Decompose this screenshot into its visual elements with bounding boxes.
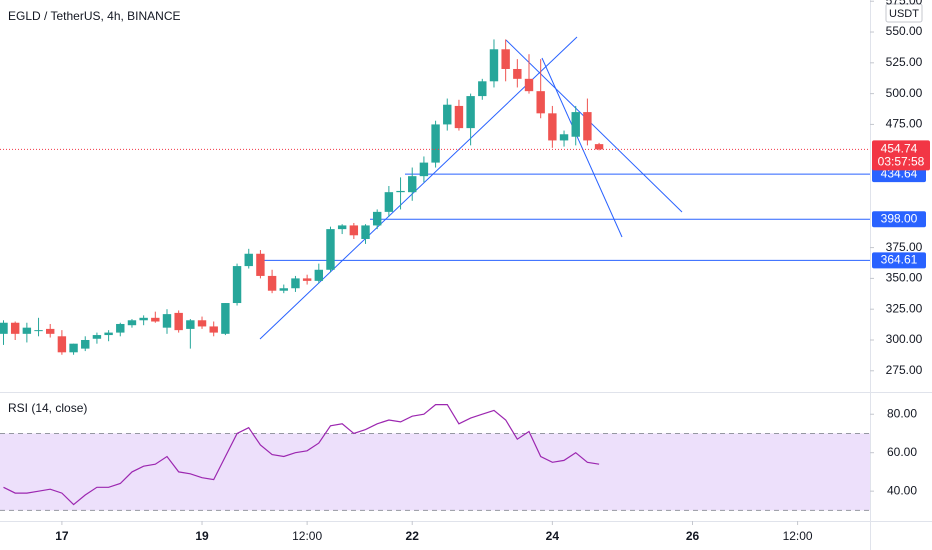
candle-body — [267, 275, 277, 291]
candle-body — [57, 336, 67, 353]
y-tick-label: 475.00 — [886, 117, 923, 131]
y-tick-label: 375.00 — [886, 240, 923, 254]
level-label-box — [872, 252, 926, 269]
trend-line — [541, 57, 623, 238]
candle-body — [244, 253, 253, 267]
y-tick-label: 550.00 — [886, 24, 923, 38]
y-tick-label: 275.00 — [886, 363, 923, 377]
x-tick-label: 26 — [686, 529, 700, 543]
candle-body — [197, 320, 207, 327]
rsi-line — [3, 404, 600, 506]
candle-body — [478, 81, 487, 97]
candle-body — [186, 320, 195, 329]
x-tick-label: 12:00 — [292, 529, 322, 543]
candle-body — [0, 322, 8, 334]
x-tick-label: 12:00 — [783, 529, 813, 543]
currency-box — [885, 3, 923, 23]
candle-body — [174, 312, 183, 331]
candle-body — [431, 124, 440, 163]
candle-body — [489, 49, 499, 82]
countdown: 03:57:58 — [878, 155, 925, 169]
candle-body — [34, 330, 43, 332]
y-tick-label: 40.00 — [887, 483, 917, 497]
y-tick-label: 325.00 — [886, 301, 923, 315]
candle-body — [302, 278, 312, 281]
candle-body — [116, 323, 125, 333]
y-tick-label: 300.00 — [886, 332, 923, 346]
candle-body — [361, 225, 370, 239]
candle-body — [349, 225, 359, 236]
candle-body — [92, 335, 102, 339]
candle-body — [419, 162, 429, 177]
level-label: 398.00 — [881, 211, 918, 225]
candle-body — [513, 68, 522, 79]
candle-body — [232, 266, 242, 304]
x-tick-label: 24 — [546, 529, 560, 543]
x-tick-label: 19 — [195, 529, 209, 543]
last-price-box — [872, 140, 930, 171]
currency: USDT — [889, 8, 919, 20]
rsi-title: RSI (14, close) — [8, 401, 87, 415]
candle-body — [69, 343, 78, 353]
candle-body — [408, 176, 417, 193]
last-price-label: 454.74 — [881, 142, 918, 156]
candle-body — [209, 326, 218, 333]
candle-body — [279, 288, 288, 291]
candle-body — [559, 134, 569, 141]
y-tick-label: 575.00 — [886, 0, 923, 7]
y-tick-label: 350.00 — [886, 271, 923, 285]
candle-body — [337, 225, 347, 230]
candle-body — [571, 112, 580, 137]
y-tick-label: 500.00 — [886, 86, 923, 100]
candle-body — [384, 192, 394, 212]
candle-body — [594, 144, 604, 150]
candle-body — [162, 314, 172, 328]
candle-body — [501, 49, 510, 69]
candle-body — [291, 278, 300, 289]
level-label-box — [872, 211, 926, 228]
candle-body — [454, 105, 464, 129]
candle-body — [372, 211, 382, 226]
y-tick-label: 60.00 — [887, 445, 917, 459]
x-tick-label: 17 — [55, 529, 69, 543]
candle-body — [151, 317, 160, 322]
candle-body — [46, 328, 55, 334]
candle-body — [127, 320, 137, 326]
y-tick-label: 80.00 — [887, 406, 917, 420]
candle-body — [10, 322, 20, 334]
y-tick-label: 525.00 — [886, 55, 923, 69]
level-label: 364.61 — [881, 253, 918, 267]
rsi-band — [0, 433, 870, 511]
candle-body — [139, 317, 148, 321]
candles — [0, 39, 604, 355]
candle-body — [396, 190, 405, 193]
candle-body — [524, 78, 534, 92]
candle-body — [548, 113, 557, 141]
candle-body — [81, 339, 90, 349]
candle-body — [583, 112, 592, 141]
trend-line — [505, 39, 683, 213]
candle-body — [466, 96, 475, 129]
candle-body — [256, 253, 265, 276]
trend-line — [259, 36, 578, 340]
candle-body — [22, 327, 32, 334]
candle-body — [536, 91, 545, 114]
candle-body — [104, 332, 113, 336]
candle-body — [314, 269, 324, 281]
x-tick-label: 22 — [406, 529, 420, 543]
candle-body — [221, 303, 230, 334]
candle-body — [326, 229, 335, 270]
candle-body — [443, 104, 452, 125]
chart-title: EGLD / TetherUS, 4h, BINANCE — [8, 9, 181, 23]
